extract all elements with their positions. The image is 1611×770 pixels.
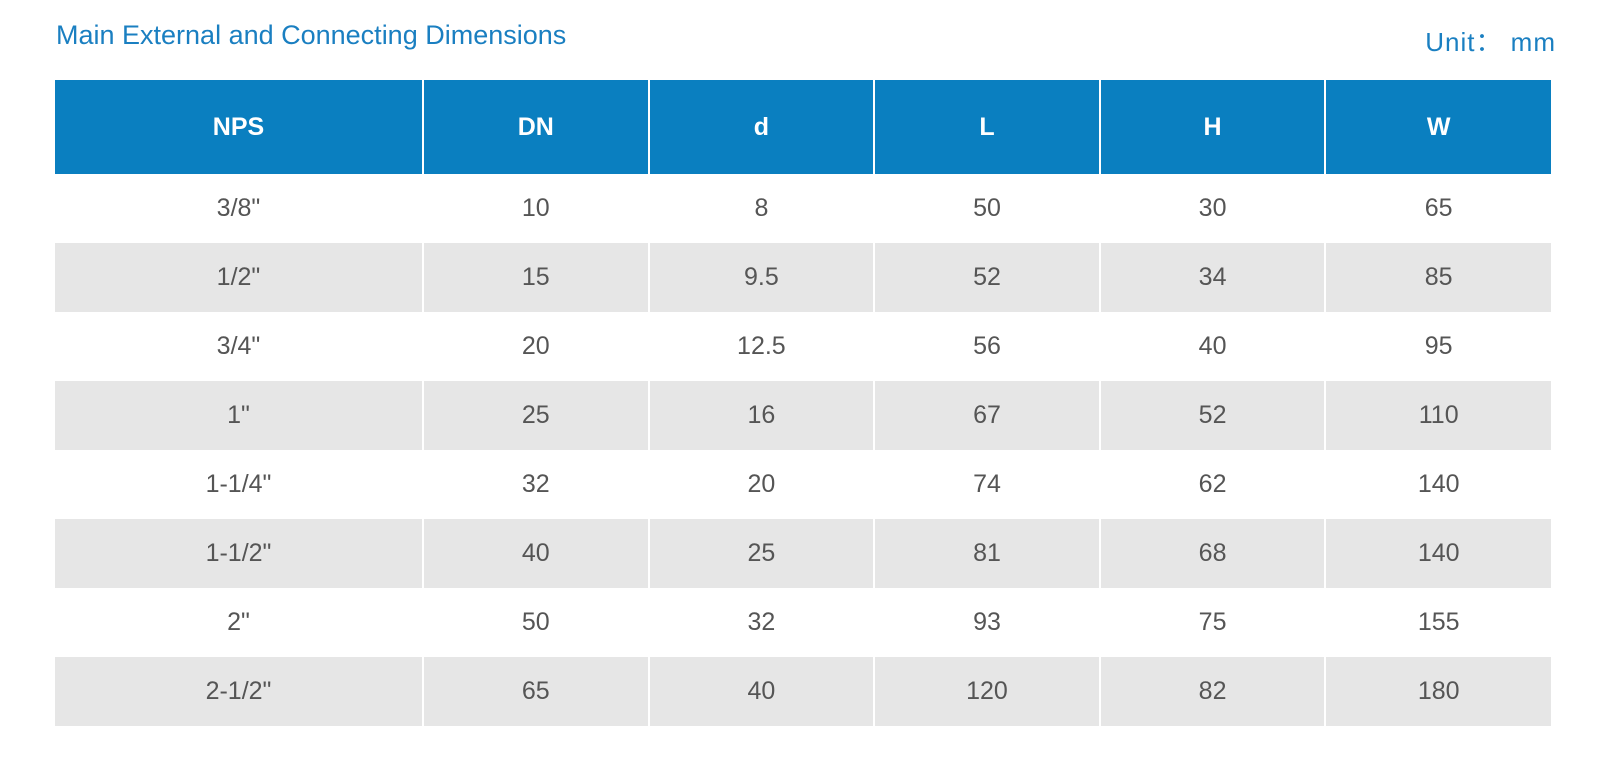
cell-h: 62 [1098,450,1326,519]
cell-nps: 2" [55,588,423,657]
cell-h: 68 [1098,519,1326,588]
column-header-dn: DN [422,80,649,174]
table-row: 3/8" 10 8 50 30 65 [55,174,1551,243]
table-row: 1" 25 16 67 52 110 [55,381,1551,450]
cell-d: 25 [647,519,875,588]
table-header-row: NPS DN d L H W [55,80,1551,174]
table-row: 2" 50 32 93 75 155 [55,588,1551,657]
cell-dn: 10 [422,174,649,243]
cell-d: 9.5 [647,243,875,312]
cell-w: 110 [1324,381,1551,450]
cell-w: 180 [1324,657,1551,726]
table-row: 3/4" 20 12.5 56 40 95 [55,312,1551,381]
cell-nps: 1-1/4" [55,450,423,519]
table-caption-bar: Main External and Connecting Dimensions … [56,18,1556,62]
cell-l: 120 [873,657,1100,726]
cell-l: 74 [873,450,1100,519]
column-header-l: L [873,80,1100,174]
cell-d: 12.5 [647,312,875,381]
cell-nps: 2-1/2" [55,657,423,726]
cell-w: 85 [1324,243,1551,312]
cell-h: 40 [1098,312,1326,381]
cell-nps: 3/4" [55,312,423,381]
table-row: 2-1/2" 65 40 120 82 180 [55,657,1551,726]
cell-l: 81 [873,519,1100,588]
column-header-w: W [1324,80,1551,174]
cell-d: 40 [647,657,875,726]
cell-nps: 1-1/2" [55,519,423,588]
cell-l: 67 [873,381,1100,450]
cell-w: 65 [1324,174,1551,243]
cell-w: 140 [1324,519,1551,588]
cell-h: 82 [1098,657,1326,726]
table-row: 1-1/2" 40 25 81 68 140 [55,519,1551,588]
cell-dn: 20 [422,312,649,381]
cell-l: 52 [873,243,1100,312]
cell-d: 20 [647,450,875,519]
cell-dn: 15 [422,243,649,312]
column-header-h: H [1098,80,1326,174]
table-row: 1-1/4" 32 20 74 62 140 [55,450,1551,519]
cell-dn: 50 [422,588,649,657]
column-header-nps: NPS [55,80,423,174]
cell-dn: 40 [422,519,649,588]
unit-label: Unit： mm [1425,27,1556,57]
cell-nps: 1" [55,381,423,450]
cell-d: 8 [647,174,875,243]
cell-nps: 3/8" [55,174,423,243]
cell-nps: 1/2" [55,243,423,312]
page-title: Main External and Connecting Dimensions [56,20,567,50]
cell-h: 52 [1098,381,1326,450]
cell-h: 30 [1098,174,1326,243]
cell-w: 95 [1324,312,1551,381]
dimensions-table: NPS DN d L H W 3/8" 10 8 50 30 65 1/2" 1… [55,80,1551,726]
cell-l: 93 [873,588,1100,657]
table-head: NPS DN d L H W [55,80,1551,174]
column-header-d: d [647,80,875,174]
cell-l: 56 [873,312,1100,381]
cell-d: 32 [647,588,875,657]
cell-w: 140 [1324,450,1551,519]
cell-h: 34 [1098,243,1326,312]
cell-w: 155 [1324,588,1551,657]
cell-h: 75 [1098,588,1326,657]
cell-dn: 25 [422,381,649,450]
table-row: 1/2" 15 9.5 52 34 85 [55,243,1551,312]
cell-dn: 65 [422,657,649,726]
cell-dn: 32 [422,450,649,519]
cell-d: 16 [647,381,875,450]
table-body: 3/8" 10 8 50 30 65 1/2" 15 9.5 52 34 85 … [55,174,1551,726]
cell-l: 50 [873,174,1100,243]
